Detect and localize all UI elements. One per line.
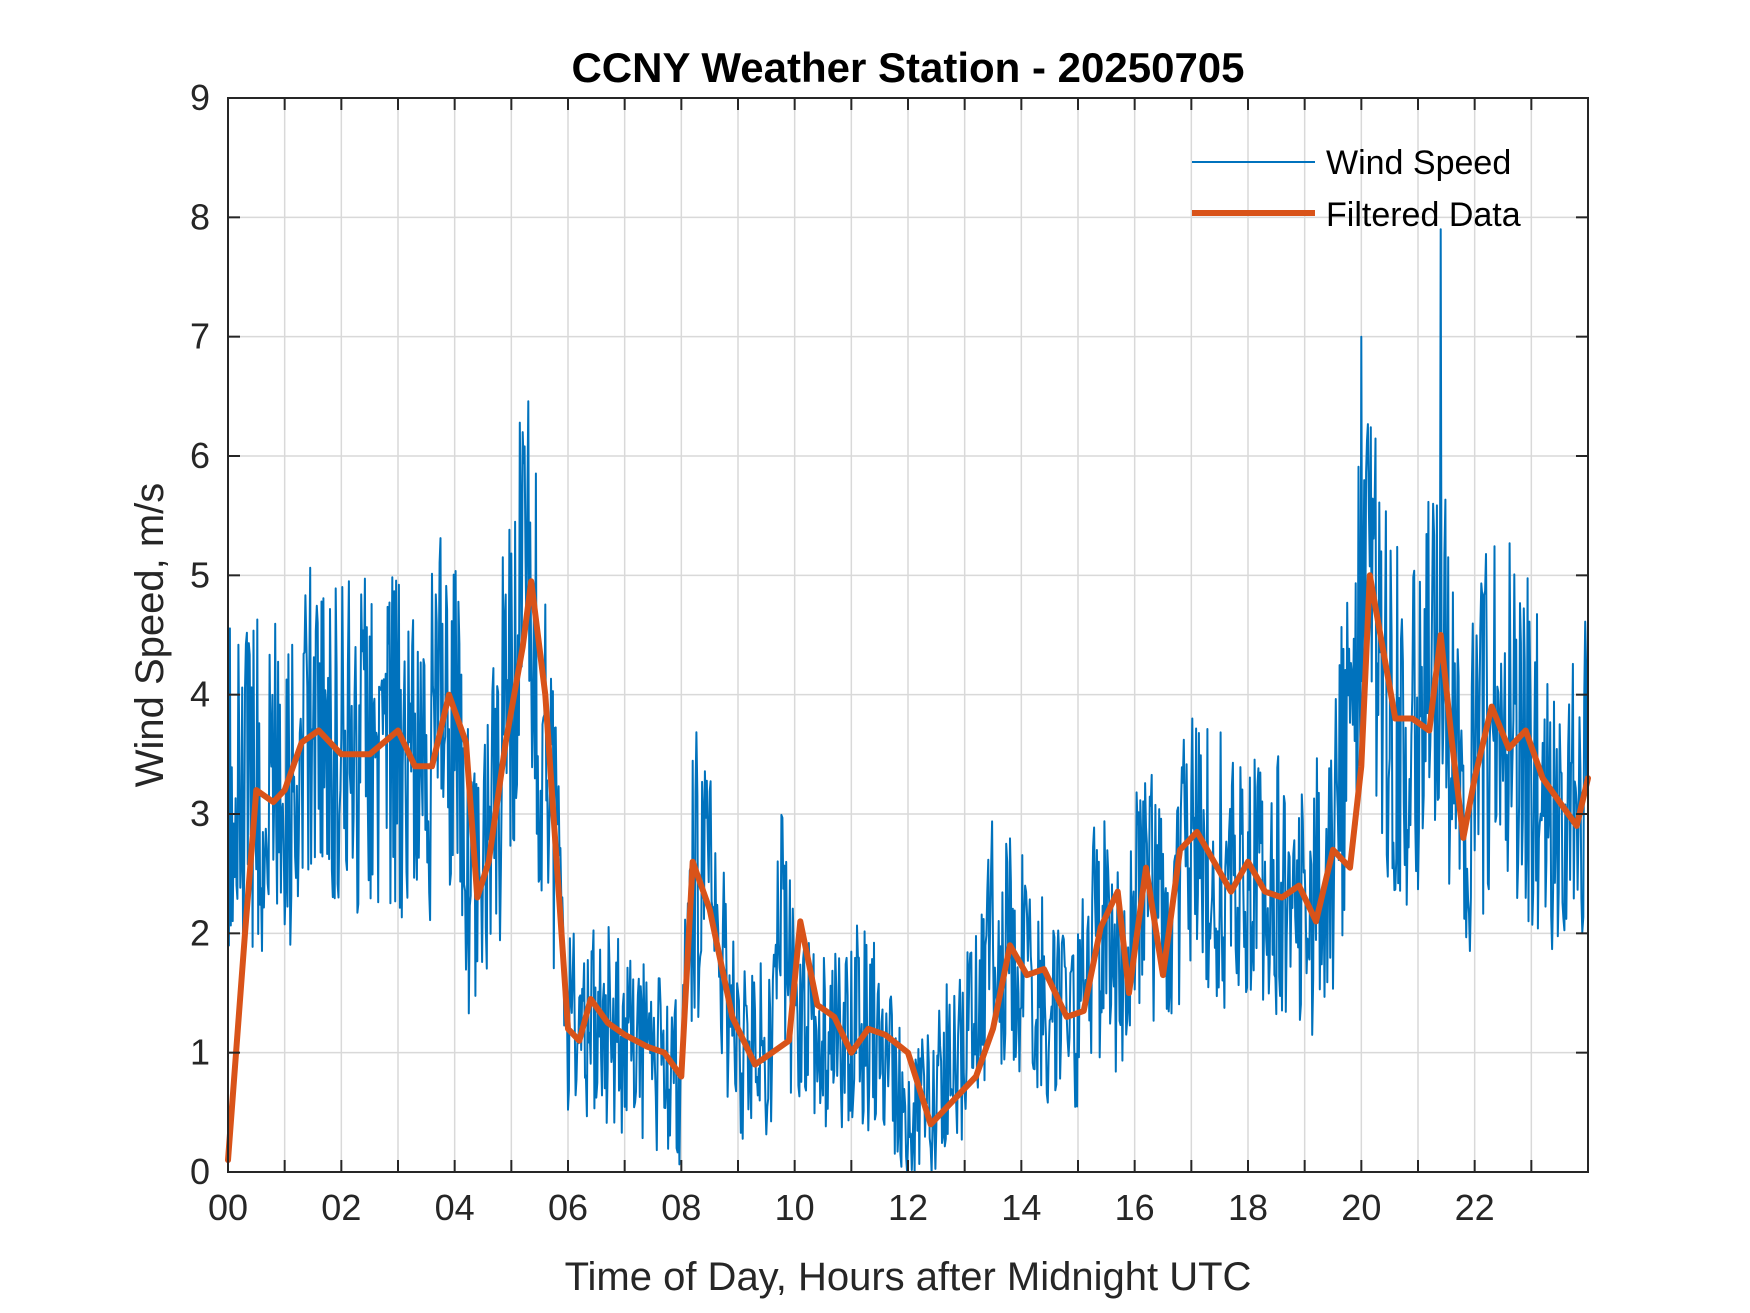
y-tick-label: 6	[190, 435, 210, 476]
y-tick-label: 1	[190, 1032, 210, 1073]
legend: Wind Speed Filtered Data	[1192, 144, 1521, 234]
x-tick-label: 02	[321, 1187, 361, 1228]
y-tick-label: 4	[190, 674, 210, 715]
series-layer	[225, 228, 1591, 1173]
y-tick-label: 9	[190, 77, 210, 118]
x-tick-label: 22	[1455, 1187, 1495, 1228]
x-tick-label: 00	[208, 1187, 248, 1228]
y-tick-label: 0	[190, 1151, 210, 1192]
y-tick-label: 2	[190, 912, 210, 953]
series-line-filtered-data	[225, 572, 1591, 1164]
y-tick-label: 3	[190, 793, 210, 834]
legend-label-wind-speed: Wind Speed	[1326, 144, 1511, 182]
x-tick-label: 12	[888, 1187, 928, 1228]
legend-label-filtered-data: Filtered Data	[1326, 196, 1521, 234]
grid	[228, 98, 1588, 1172]
x-tick-label: 06	[548, 1187, 588, 1228]
x-tick-label: 04	[435, 1187, 475, 1228]
x-tick-label: 20	[1341, 1187, 1381, 1228]
x-tick-label: 08	[661, 1187, 701, 1228]
y-axis-label: Wind Speed, m/s	[128, 483, 172, 788]
y-tick-label: 8	[190, 196, 210, 237]
x-tick-label: 18	[1228, 1187, 1268, 1228]
y-tick-label: 7	[190, 316, 210, 357]
chart-title: CCNY Weather Station - 20250705	[571, 44, 1244, 91]
x-tick-label: 14	[1001, 1187, 1041, 1228]
y-tick-label: 5	[190, 554, 210, 595]
x-tick-label: 16	[1115, 1187, 1155, 1228]
x-tick-label: 10	[775, 1187, 815, 1228]
series-line-wind-speed	[227, 228, 1589, 1173]
x-axis-label: Time of Day, Hours after Midnight UTC	[565, 1255, 1252, 1299]
